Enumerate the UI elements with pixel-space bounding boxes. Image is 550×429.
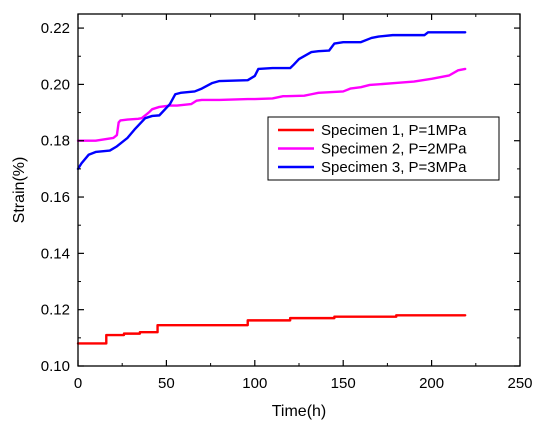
legend-label: Specimen 1, P=1MPa	[321, 122, 467, 139]
x-tick-label: 200	[419, 375, 444, 392]
series-layer	[76, 31, 467, 345]
x-tick-label: 50	[158, 375, 175, 392]
axis-ticks: 0 50 100 150 200 250 0.10 0.12 0.14 0.16 0.18 0.20 0…	[41, 14, 533, 392]
y-tick-label: 0.10	[41, 358, 70, 375]
legend-entries: Specimen 1, P=1MPa Specimen 2, P=2MPaSpec…	[278, 122, 467, 176]
series-line-specimen-1	[76, 314, 467, 345]
x-tick-label: 0	[74, 375, 82, 392]
x-tick-label: 150	[331, 375, 356, 392]
y-tick-label: 0.20	[41, 76, 70, 93]
x-axis-title: Time(h)	[272, 403, 327, 420]
legend: Specimen 1, P=1MPa Specimen 2, P=2MPaSpec…	[267, 116, 500, 181]
x-tick-label: 250	[507, 375, 532, 392]
y-axis-title: Strain(%)	[11, 157, 28, 224]
y-tick-label: 0.22	[41, 20, 70, 37]
series-line-specimen-3	[76, 31, 467, 171]
y-tick-label: 0.16	[41, 189, 70, 206]
y-tick-label: 0.14	[41, 245, 70, 262]
series-line-specimen-2	[76, 67, 467, 142]
x-tick-label: 100	[242, 375, 267, 392]
plot-frame	[77, 13, 521, 367]
legend-label: Specimen 3, P=3MPa	[321, 159, 467, 176]
y-tick-label: 0.18	[41, 133, 70, 150]
legend-label: Specimen 2, P=2MPa	[321, 141, 467, 158]
y-tick-label: 0.12	[41, 302, 70, 319]
